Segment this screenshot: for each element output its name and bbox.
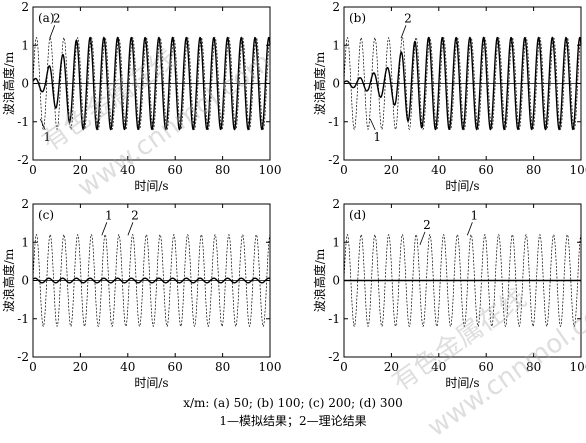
y-axis-label: 波浪高度/m — [1, 248, 16, 312]
series-2-line — [343, 37, 582, 130]
series-1-line — [32, 277, 271, 284]
y-tick-label: 1 — [21, 235, 29, 249]
annotation-leader — [127, 222, 134, 236]
x-tick-label: 40 — [120, 360, 135, 374]
y-tick-label: -2 — [328, 153, 340, 167]
chart-panel-2: 0 20 40 60 80 100 -2 -1 0 1 2 (c) 时间/s 波浪高度/m 1 2 — [1, 197, 281, 390]
y-tick-label: 2 — [332, 0, 340, 14]
y-tick-label: -1 — [17, 312, 29, 326]
x-tick-label: 60 — [479, 360, 494, 374]
chart-panel-1: 0 20 40 60 80 100 -2 -1 0 1 2 (b) 时间/s 波浪高度/m 1 2 — [312, 0, 586, 193]
y-tick-label: -2 — [17, 153, 29, 167]
x-axis-label: 时间/s — [134, 376, 168, 390]
annotation-leader — [49, 25, 56, 39]
x-tick-label: 40 — [431, 360, 446, 374]
panel-label: (c) — [38, 208, 54, 222]
x-tick-label: 60 — [479, 163, 494, 177]
x-tick-label: 20 — [384, 360, 399, 374]
panel-label: (d) — [349, 208, 366, 222]
x-tick-label: 60 — [168, 360, 183, 374]
x-tick-label: 100 — [570, 360, 586, 374]
x-tick-label: 80 — [215, 360, 230, 374]
annotation-label: 1 — [105, 208, 113, 222]
chart-panel-3: 0 20 40 60 80 100 -2 -1 0 1 2 (d) 时间/s 波浪高度/m 1 2 — [312, 197, 586, 390]
x-tick-label: 60 — [168, 163, 183, 177]
caption-line-1: x/m: (a) 50; (b) 100; (c) 200; (d) 300 — [183, 396, 403, 410]
annotation-label: 2 — [53, 11, 61, 25]
annotation-label: 2 — [423, 218, 431, 232]
series-1-line — [32, 36, 271, 131]
x-tick-label: 100 — [570, 163, 586, 177]
y-tick-label: 1 — [332, 235, 340, 249]
annotation-leader — [369, 118, 376, 131]
panel-label: (b) — [349, 11, 366, 25]
caption-line-2: 1—模拟结果；2—理论结果 — [219, 414, 367, 428]
y-tick-label: 2 — [21, 0, 29, 14]
series-2-line — [32, 234, 271, 327]
panel-label: (a) — [38, 11, 55, 25]
x-tick-label: 0 — [340, 360, 348, 374]
annotation-leader — [400, 25, 407, 39]
x-tick-label: 100 — [259, 360, 282, 374]
y-axis-label: 波浪高度/m — [312, 248, 327, 312]
annotation-label: 1 — [373, 130, 381, 144]
y-tick-label: -1 — [328, 312, 340, 326]
series-2-line — [32, 37, 271, 130]
y-tick-label: -2 — [328, 350, 340, 364]
series-1-line — [343, 36, 582, 131]
series-2-line — [343, 234, 582, 327]
x-tick-label: 40 — [120, 163, 135, 177]
x-axis-label: 时间/s — [134, 179, 168, 193]
x-tick-label: 100 — [259, 163, 282, 177]
x-axis-label: 时间/s — [445, 179, 479, 193]
y-tick-label: -2 — [17, 350, 29, 364]
annotation-label: 2 — [131, 208, 139, 222]
x-tick-label: 20 — [73, 360, 88, 374]
x-tick-label: 80 — [215, 163, 230, 177]
y-axis-label: 波浪高度/m — [312, 51, 327, 115]
annotation-label: 1 — [471, 208, 479, 222]
y-tick-label: 2 — [21, 197, 29, 211]
annotation-leader — [419, 231, 426, 246]
x-tick-label: 0 — [340, 163, 348, 177]
x-tick-label: 20 — [384, 163, 399, 177]
annotation-leader — [39, 118, 46, 131]
x-tick-label: 80 — [526, 360, 541, 374]
annotation-leader — [466, 222, 473, 236]
x-tick-label: 20 — [73, 163, 88, 177]
y-tick-label: -1 — [328, 115, 340, 129]
x-tick-label: 40 — [431, 163, 446, 177]
y-axis-label: 波浪高度/m — [1, 51, 16, 115]
y-tick-label: 0 — [21, 77, 29, 91]
x-axis-label: 时间/s — [445, 376, 479, 390]
x-tick-label: 80 — [526, 163, 541, 177]
annotation-leader — [101, 222, 108, 236]
annotation-label: 2 — [404, 11, 412, 25]
x-tick-label: 0 — [29, 360, 37, 374]
y-tick-label: 0 — [332, 77, 340, 91]
y-tick-label: 2 — [332, 197, 340, 211]
x-tick-label: 0 — [29, 163, 37, 177]
y-tick-label: 0 — [21, 274, 29, 288]
annotation-label: 1 — [43, 130, 51, 144]
y-tick-label: 1 — [21, 38, 29, 52]
y-tick-label: -1 — [17, 115, 29, 129]
y-tick-label: 0 — [332, 274, 340, 288]
y-tick-label: 1 — [332, 38, 340, 52]
